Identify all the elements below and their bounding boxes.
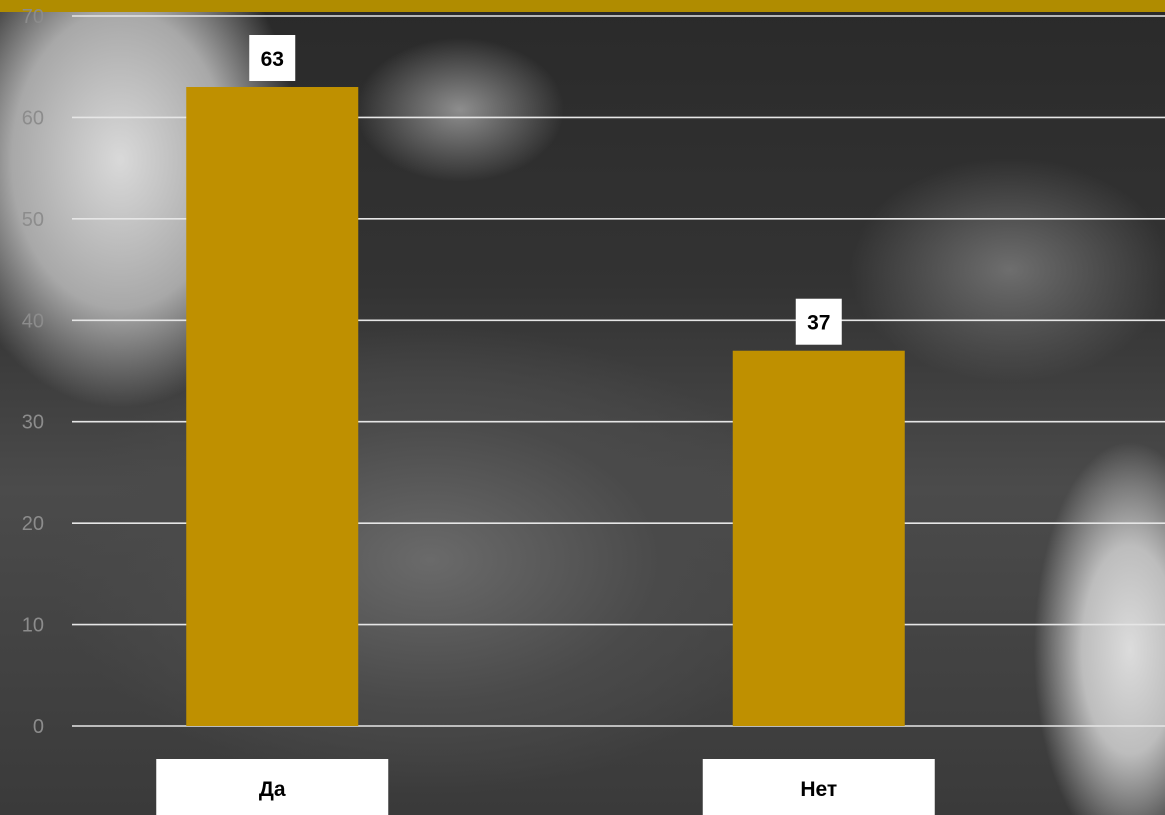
data-label: 63 (261, 48, 284, 71)
bars (186, 87, 905, 726)
data-label-box (795, 298, 842, 345)
x-tick-label: Нет (800, 778, 837, 801)
data-labels: 63 37 (249, 35, 842, 345)
x-label-box (702, 759, 935, 815)
x-label-box (156, 759, 389, 815)
x-axis-labels: Да Нет (156, 759, 935, 815)
bar (186, 87, 359, 726)
y-tick-label: 20 (22, 513, 44, 535)
y-tick-label: 40 (22, 310, 44, 332)
title-strip (0, 0, 1165, 12)
y-tick-label: 60 (22, 107, 44, 129)
y-tick-label: 30 (22, 412, 44, 434)
bar (732, 350, 905, 726)
y-tick-label: 50 (22, 209, 44, 231)
y-tick-label: 0 (33, 716, 44, 738)
y-tick-label: 10 (22, 615, 44, 637)
x-tick-label: Да (259, 778, 286, 801)
y-axis-ticks: 0 10 20 30 40 50 60 70 (22, 6, 44, 738)
data-label-box (249, 35, 296, 81)
y-tick-label: 70 (22, 6, 44, 28)
data-label: 37 (807, 312, 830, 335)
